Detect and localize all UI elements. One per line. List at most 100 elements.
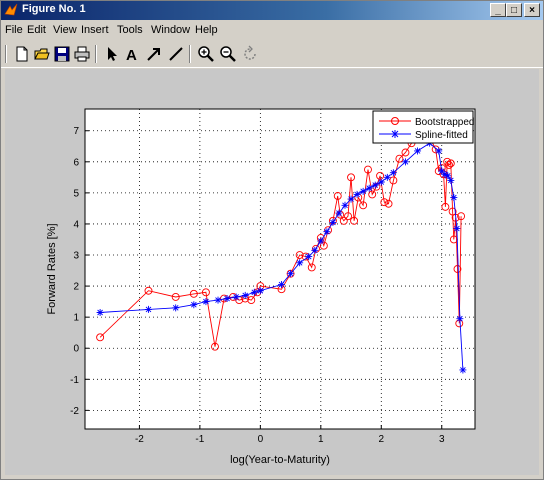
- close-button[interactable]: ×: [524, 3, 540, 17]
- data-point: [371, 181, 379, 189]
- window-title: Figure No. 1: [22, 3, 86, 15]
- menu-window[interactable]: Window: [151, 24, 191, 36]
- menu-help[interactable]: Help: [195, 24, 218, 36]
- y-tick-label: 7: [73, 126, 79, 137]
- data-point: [444, 172, 452, 180]
- save-icon[interactable]: [53, 45, 71, 63]
- svg-text:A: A: [126, 47, 137, 63]
- data-point: [359, 201, 368, 210]
- data-point: [435, 147, 443, 155]
- y-tick-label: -1: [70, 375, 79, 386]
- axis-ticks: -2 -1 0 1 2 3 -2 -1 0 1 2 3 4 5 6 7: [70, 126, 445, 445]
- title-bar[interactable]: Figure No. 1 _ □ ×: [1, 1, 543, 20]
- data-point: [324, 226, 333, 235]
- data-point: [347, 195, 355, 203]
- data-point: [457, 212, 466, 221]
- data-point: [395, 154, 404, 163]
- select-arrow-icon[interactable]: [103, 45, 121, 63]
- data-point: [364, 165, 372, 174]
- zoom-out-icon[interactable]: [219, 45, 237, 63]
- data-point: [171, 293, 180, 301]
- maximize-button[interactable]: □: [506, 3, 522, 17]
- data-point: [329, 218, 337, 226]
- x-tick-label: 2: [378, 434, 384, 445]
- x-axis-label: log(Year-to-Maturity): [230, 454, 330, 466]
- matlab-logo-icon: [4, 3, 18, 16]
- data-point: [453, 225, 461, 233]
- data-point: [377, 178, 385, 186]
- toolbar-separator: [95, 45, 97, 63]
- y-tick-label: 1: [73, 313, 79, 324]
- data-point: [319, 241, 328, 250]
- data-point: [401, 148, 410, 157]
- data-point: [445, 160, 453, 169]
- data-point: [250, 288, 258, 296]
- menu-view[interactable]: View: [53, 24, 77, 36]
- menu-file[interactable]: File: [5, 24, 23, 36]
- data-point: [459, 366, 467, 374]
- y-tick-label: 5: [73, 188, 79, 199]
- data-point: [453, 265, 462, 273]
- data-point: [441, 170, 449, 178]
- data-point: [144, 305, 152, 313]
- data-point: [446, 159, 455, 168]
- data-point: [447, 176, 455, 184]
- data-point: [278, 281, 286, 289]
- data-point: [190, 301, 198, 309]
- y-tick-label: -2: [70, 406, 79, 417]
- data-point: [383, 173, 391, 181]
- legend-box: [372, 110, 474, 144]
- data-point: [287, 270, 295, 278]
- legend-marker-bootstrapped: [391, 117, 399, 125]
- data-point: [401, 158, 409, 166]
- data-series: [96, 126, 467, 374]
- x-tick-label: -1: [195, 434, 204, 445]
- rotate-icon[interactable]: [241, 45, 259, 63]
- data-point: [312, 244, 320, 253]
- data-point: [232, 293, 240, 301]
- menu-edit[interactable]: Edit: [27, 24, 46, 36]
- data-point: [389, 169, 397, 177]
- data-point: [144, 286, 153, 295]
- legend[interactable]: Bootstrapped Spline-fitted: [372, 110, 475, 144]
- data-point: [431, 145, 440, 154]
- y-tick-label: 0: [73, 344, 79, 355]
- zoom-in-icon[interactable]: [197, 45, 215, 63]
- forward-rates-chart[interactable]: -2 -1 0 1 2 3 -2 -1 0 1 2 3 4 5 6 7 log(Year-to-Maturit…: [5, 69, 539, 475]
- data-point: [333, 192, 342, 200]
- data-point: [202, 298, 210, 306]
- data-point: [344, 212, 352, 221]
- minimize-button[interactable]: _: [490, 3, 506, 17]
- menu-tools[interactable]: Tools: [117, 24, 143, 36]
- toolbar-separator: [189, 45, 191, 63]
- grid-lines: [85, 109, 475, 429]
- insert-text-icon[interactable]: A: [123, 45, 141, 64]
- x-tick-label: 3: [439, 434, 445, 445]
- data-point: [448, 207, 457, 216]
- data-point: [353, 190, 361, 198]
- open-folder-icon[interactable]: [33, 45, 51, 63]
- data-point: [323, 228, 331, 236]
- toolbar-grip: [5, 45, 7, 63]
- data-point: [339, 216, 348, 225]
- new-file-icon[interactable]: [13, 45, 31, 63]
- data-point: [365, 184, 373, 192]
- insert-line-icon[interactable]: [167, 45, 185, 63]
- data-point: [384, 199, 393, 208]
- data-point: [350, 216, 359, 225]
- legend-label-spline: Spline-fitted: [415, 130, 468, 141]
- data-point: [359, 187, 367, 195]
- print-icon[interactable]: [73, 45, 91, 63]
- data-point: [172, 304, 180, 312]
- data-point: [307, 263, 316, 272]
- data-point: [189, 289, 198, 298]
- menu-insert[interactable]: Insert: [81, 24, 109, 36]
- data-point: [389, 176, 398, 185]
- insert-arrow-icon[interactable]: [145, 45, 163, 63]
- data-point: [456, 315, 464, 323]
- figure-canvas: -2 -1 0 1 2 3 -2 -1 0 1 2 3 4 5 6 7 log(Year-to-Maturit…: [5, 69, 539, 475]
- y-tick-label: 3: [73, 251, 79, 262]
- data-point: [211, 342, 219, 351]
- data-point: [317, 237, 325, 245]
